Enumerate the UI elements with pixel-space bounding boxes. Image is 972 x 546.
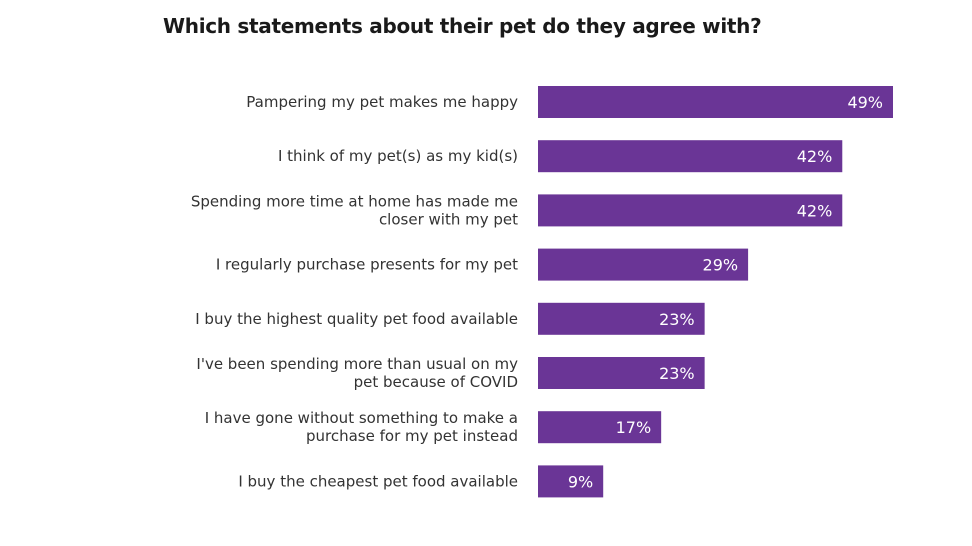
category-labels-group: Pampering my pet makes me happy I think o… xyxy=(191,93,518,490)
bar-8 xyxy=(538,465,604,498)
value-label-2: 42% xyxy=(797,147,833,166)
bar-7 xyxy=(538,411,662,444)
bar-2 xyxy=(538,140,843,173)
category-label-3: Spending more time at home has made me cl… xyxy=(191,192,518,228)
bar-4 xyxy=(538,248,749,281)
value-label-8: 9% xyxy=(568,472,593,491)
category-label-6: I've been spending more than usual on my… xyxy=(196,355,518,391)
bars-group xyxy=(538,86,893,498)
bar-1 xyxy=(538,86,893,118)
category-label-1: Pampering my pet makes me happy xyxy=(246,93,518,111)
value-label-1: 49% xyxy=(847,93,883,112)
category-label-2: I think of my pet(s) as my kid(s) xyxy=(278,147,518,165)
bar-3 xyxy=(538,194,843,227)
value-label-6: 23% xyxy=(659,364,695,383)
bar-5 xyxy=(538,302,705,335)
bar-6 xyxy=(538,357,705,389)
category-label-5: I buy the highest quality pet food avail… xyxy=(195,310,518,328)
value-labels-group: 49% 42% 42% 29% 23% 23% 17% 9% xyxy=(568,93,883,491)
value-label-5: 23% xyxy=(659,310,695,329)
chart-title: Which statements about their pet do they… xyxy=(163,14,762,38)
value-label-7: 17% xyxy=(616,418,652,437)
category-label-4: I regularly purchase presents for my pet xyxy=(216,256,518,274)
value-label-3: 42% xyxy=(797,201,833,220)
value-label-4: 29% xyxy=(703,256,739,275)
category-label-8: I buy the cheapest pet food available xyxy=(238,472,518,490)
